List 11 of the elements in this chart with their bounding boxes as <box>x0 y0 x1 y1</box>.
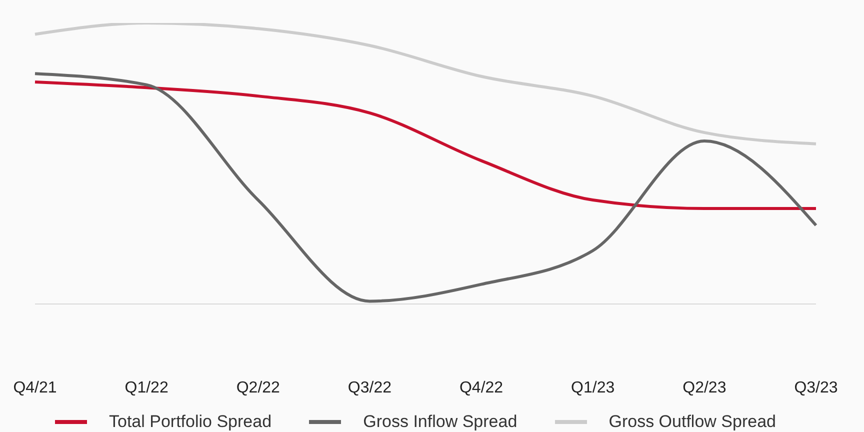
x-tick-label: Q1/22 <box>124 379 168 396</box>
legend-label: Gross Inflow Spread <box>362 412 518 432</box>
x-tick-label: Q3/22 <box>348 379 392 396</box>
x-tick-label: Q4/21 <box>13 379 57 396</box>
x-tick-label: Q4/22 <box>459 379 504 396</box>
x-tick-label: Q3/23 <box>794 379 838 396</box>
x-tick-label: Q2/22 <box>236 379 280 396</box>
legend-label: Gross Outflow Spread <box>608 412 776 432</box>
x-tick-label: Q1/23 <box>571 379 615 396</box>
legend-label: Total Portfolio Spread <box>108 412 272 432</box>
x-tick-label: Q2/23 <box>682 379 726 396</box>
